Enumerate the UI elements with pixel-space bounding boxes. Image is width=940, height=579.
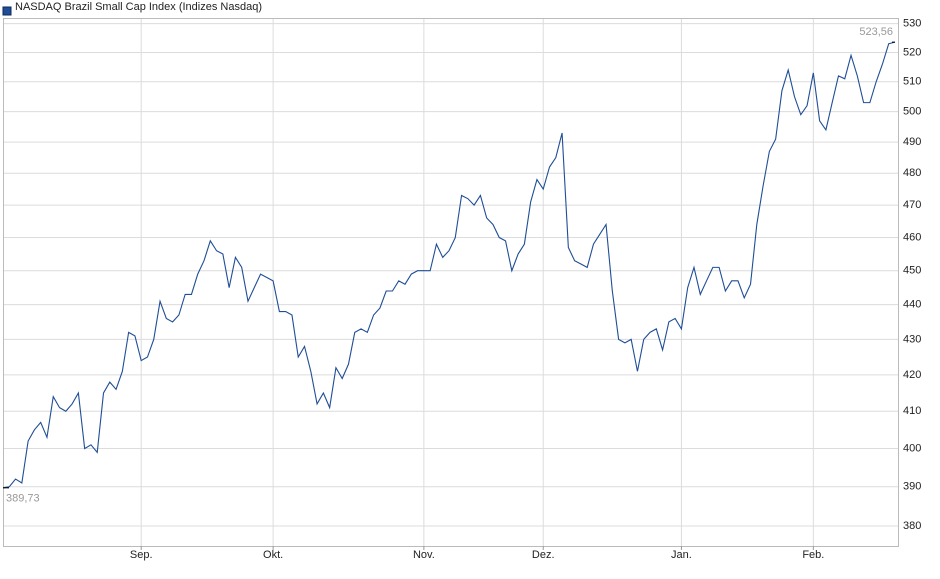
y-tick-label: 460 — [903, 231, 921, 243]
plot-frame — [3, 18, 899, 547]
y-tick-label: 440 — [903, 299, 921, 311]
y-tick-label: 380 — [903, 520, 921, 532]
y-tick-label: 390 — [903, 481, 921, 493]
y-tick-label: 470 — [903, 199, 921, 211]
y-tick-label: 530 — [903, 18, 921, 30]
legend-label: NASDAQ Brazil Small Cap Index (Indizes N… — [15, 1, 262, 13]
y-tick-label: 520 — [903, 46, 921, 58]
y-tick-label: 430 — [903, 333, 921, 345]
y-tick-label: 510 — [903, 76, 921, 88]
y-tick-label: 490 — [903, 136, 921, 148]
x-tick-label: Sep. — [130, 549, 153, 561]
y-tick-label: 480 — [903, 167, 921, 179]
x-tick-label: Nov. — [413, 549, 435, 561]
y-tick-label: 410 — [903, 405, 921, 417]
y-tick-label: 500 — [903, 106, 921, 118]
price-line — [2, 41, 896, 489]
x-tick-label: Feb. — [802, 549, 824, 561]
x-tick-label: Dez. — [532, 549, 555, 561]
value-label: 389,73 — [6, 493, 40, 505]
y-tick-label: 450 — [903, 265, 921, 277]
x-tick-label: Okt. — [263, 549, 283, 561]
y-tick-label: 400 — [903, 442, 921, 454]
x-tick-label: Jan. — [671, 549, 692, 561]
legend-swatch — [2, 6, 12, 16]
y-tick-label: 420 — [903, 369, 921, 381]
value-label: 523,56 — [859, 26, 893, 38]
